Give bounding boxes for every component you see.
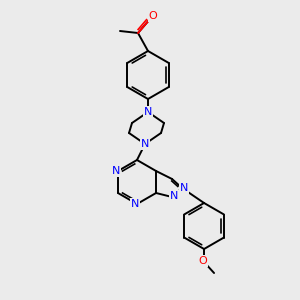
Text: N: N xyxy=(170,191,178,201)
Text: N: N xyxy=(131,199,139,209)
Text: O: O xyxy=(148,11,158,21)
Text: N: N xyxy=(112,166,120,176)
Text: O: O xyxy=(199,256,207,266)
Text: N: N xyxy=(180,183,188,193)
Text: N: N xyxy=(144,107,152,117)
Text: N: N xyxy=(141,139,149,149)
